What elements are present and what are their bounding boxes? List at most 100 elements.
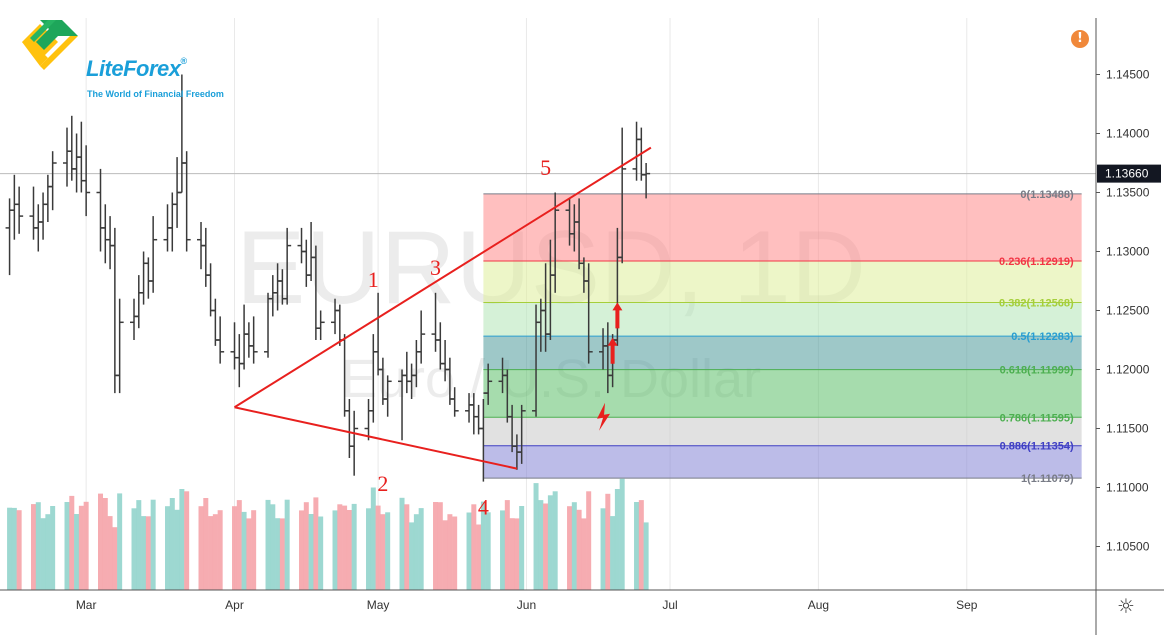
ohlc-bar: [101, 204, 110, 264]
volume-bar: [265, 499, 271, 590]
wave-label: 1: [368, 267, 379, 292]
volume-bar: [131, 508, 137, 590]
fib-zone: [483, 336, 1082, 370]
logo-tagline: The World of Financial Freedom: [87, 89, 224, 99]
volume-bar: [236, 500, 242, 590]
ohlc-bar: [484, 363, 493, 405]
volume-bar: [198, 506, 204, 590]
volume-bar: [16, 510, 22, 590]
volume-bar: [514, 518, 520, 590]
volume-bar: [409, 522, 415, 590]
y-tick-label: 1.12000: [1106, 363, 1150, 377]
ohlc-bar: [10, 174, 19, 240]
wave-label: 2: [377, 471, 388, 496]
volume-bar: [318, 516, 324, 590]
volume-bar: [581, 518, 587, 590]
ohlc-bar: [350, 410, 359, 476]
volume-bar: [141, 516, 147, 590]
triangle-upper-line: [233, 146, 652, 409]
volume-bar: [136, 500, 142, 590]
fib-zone: [483, 417, 1082, 446]
volume-bar: [64, 502, 70, 590]
volume-bar: [174, 509, 180, 590]
ohlc-bar: [34, 204, 43, 252]
volume-bar: [78, 505, 84, 590]
ohlc-bar: [216, 316, 225, 364]
volume-bar: [437, 502, 443, 590]
ohlc-bar: [67, 115, 76, 181]
up-arrow-icon: [612, 302, 623, 329]
ohlc-bar: [115, 298, 124, 394]
fib-level-label: 0(1.13488): [1020, 189, 1074, 201]
lightning-icon: [597, 402, 611, 431]
ohlc-bar: [632, 121, 641, 181]
ohlc-bar: [182, 151, 191, 252]
volume-bar: [203, 498, 209, 590]
volume-bar: [303, 502, 309, 590]
volume-bar: [538, 500, 544, 590]
settings-gear-icon[interactable]: ☼: [1117, 594, 1135, 618]
ohlc-bar: [417, 310, 426, 364]
volume-bar: [232, 506, 238, 590]
volume-bar: [500, 510, 506, 590]
volume-bar: [399, 497, 405, 590]
volume-bar: [117, 493, 123, 590]
volume-bar: [31, 504, 37, 590]
last-price-tag: [1097, 164, 1161, 183]
ohlc-bar: [201, 227, 210, 287]
alert-icon[interactable]: !: [1071, 30, 1089, 48]
volume-bar: [332, 510, 338, 590]
fib-level-label: 0.886(1.11354): [1000, 441, 1074, 453]
wave-label: 5: [540, 155, 551, 180]
logo-brand-text: LiteForex®: [86, 56, 187, 81]
volume-bar: [619, 478, 625, 590]
fib-zone: [483, 261, 1082, 303]
volume-bar: [313, 497, 319, 590]
wave-label: 3: [430, 255, 441, 280]
fib-zone: [483, 302, 1082, 337]
volume-bar: [351, 503, 357, 590]
volume-bar: [413, 514, 419, 590]
volume-bar: [480, 501, 486, 590]
fib-zone: [483, 369, 1082, 418]
ohlc-bar: [110, 227, 119, 394]
volume-bar: [614, 489, 620, 590]
ohlc-bar: [316, 310, 325, 340]
ohlc-bar: [249, 316, 258, 364]
volume-bar: [251, 510, 257, 590]
volume-bar: [169, 498, 175, 590]
volume-bar: [567, 506, 573, 590]
volume-bar: [533, 483, 539, 590]
ohlc-bar: [551, 192, 560, 293]
ohlc-bar: [642, 163, 651, 199]
ohlc-bar: [29, 186, 38, 240]
volume-bar: [466, 512, 472, 590]
ohlc-bar: [106, 216, 115, 270]
volume-bar: [586, 491, 592, 590]
x-tick-label: Aug: [808, 598, 829, 612]
volume-bar: [452, 516, 458, 590]
y-tick-label: 1.12500: [1106, 304, 1150, 318]
volume-bar: [485, 512, 491, 590]
volume-bar: [102, 498, 108, 590]
ohlc-bar: [618, 127, 627, 264]
triangle-lower-line: [234, 406, 518, 470]
ohlc-bar: [584, 263, 593, 364]
ohlc-bar: [383, 375, 392, 417]
volume-bar: [552, 491, 558, 590]
ohlc-bar: [15, 186, 24, 234]
fib-level-label: 0.382(1.12568): [999, 297, 1074, 309]
volume-bar: [366, 508, 372, 590]
liteforex-logo-icon: [22, 20, 78, 70]
ohlc-bar: [283, 227, 292, 305]
volume-bar: [208, 516, 214, 590]
volume-bar: [471, 504, 477, 590]
fib-level-label: 0.236(1.12919): [999, 256, 1074, 268]
volume-bar: [150, 499, 156, 590]
ohlc-bar: [235, 334, 244, 388]
volume-bar: [83, 501, 89, 590]
volume-bar: [145, 516, 151, 590]
ohlc-bar: [48, 151, 57, 211]
volume-bar: [279, 518, 285, 590]
